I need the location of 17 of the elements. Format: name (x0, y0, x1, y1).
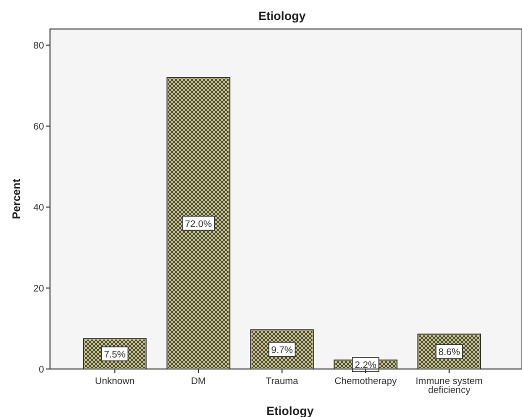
y-tick-label: 80 (33, 40, 44, 52)
data-label: 8.6% (438, 347, 461, 358)
data-label: 9.7% (271, 344, 294, 356)
y-axis-title: Percent (11, 178, 23, 220)
data-label: 72.0% (184, 218, 212, 230)
y-tick-label: 20 (33, 284, 44, 295)
x-tick-label: Unknown (94, 376, 135, 387)
x-tick-label: Immune system deficiency (416, 376, 483, 396)
x-tick-label: Chemotherapy (334, 376, 398, 387)
x-tick-label: Trauma (266, 376, 299, 387)
y-tick-label: 60 (33, 122, 44, 133)
data-label: 7.5% (104, 349, 126, 360)
y-tick-label: 0 (38, 364, 44, 376)
data-label: 2.2% (354, 360, 377, 372)
y-tick-label: 40 (33, 202, 44, 214)
chart-title: Etiology (258, 9, 306, 23)
x-tick-label: DM (191, 376, 206, 387)
